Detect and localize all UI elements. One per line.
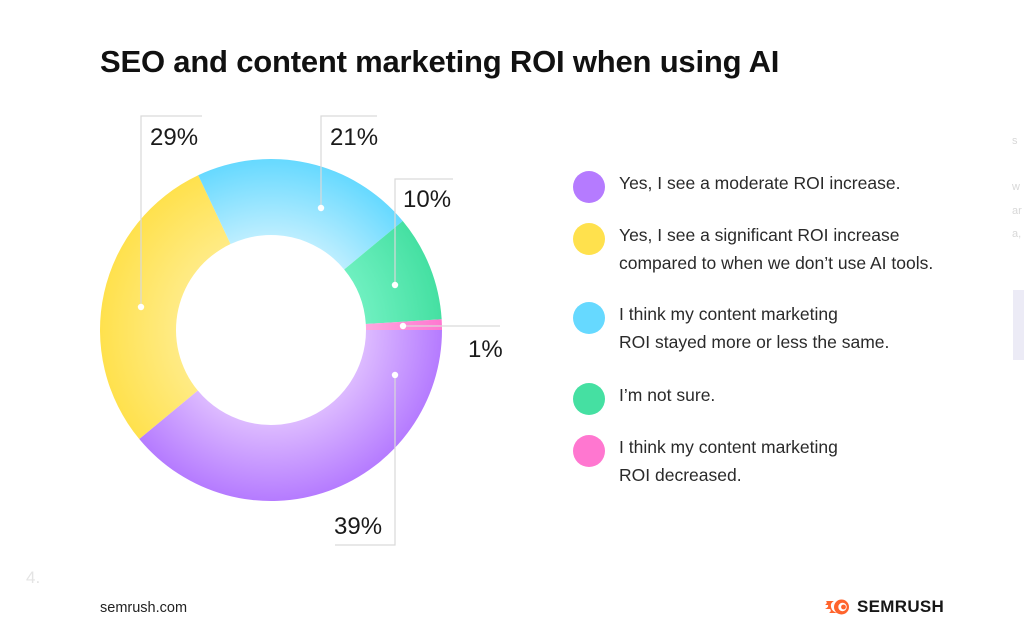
label-10-percent: 10% xyxy=(403,186,452,213)
leader-dots xyxy=(137,204,407,379)
semrush-logo: SEMRUSH xyxy=(825,597,944,617)
legend-dot-purple-icon xyxy=(573,171,605,203)
legend-item-decreased: I think my content marketing ROI decreas… xyxy=(573,435,838,489)
label-1-percent: 1% xyxy=(468,336,503,363)
donut-slices xyxy=(100,159,442,502)
label-21-percent: 21% xyxy=(330,124,379,151)
legend-dot-pink-icon xyxy=(573,435,605,467)
legend-item-significant-increase: Yes, I see a significant ROI increase co… xyxy=(573,223,933,277)
label-29-percent: 29% xyxy=(150,124,199,151)
legend-label: Yes, I see a significant ROI increase co… xyxy=(619,225,934,273)
legend-dot-green-icon xyxy=(573,383,605,415)
slice-not-sure xyxy=(344,221,442,325)
legend-label: I’m not sure. xyxy=(619,385,716,405)
slice-significant-increase xyxy=(100,175,231,439)
legend-dot-yellow-icon xyxy=(573,223,605,255)
semrush-fire-icon xyxy=(825,599,849,615)
legend-label: I think my content marketing ROI stayed … xyxy=(619,304,890,352)
background-panel xyxy=(1013,290,1024,360)
legend-label: I think my content marketing ROI decreas… xyxy=(619,437,838,485)
ghost-text: w xyxy=(1012,181,1020,193)
legend-item-stayed-same: I think my content marketing ROI stayed … xyxy=(573,302,889,356)
footer-website-link[interactable]: semrush.com xyxy=(100,600,188,616)
ghost-text: ar xyxy=(1012,205,1022,217)
legend-dot-blue-icon xyxy=(573,302,605,334)
ghost-text: a, xyxy=(1012,228,1022,240)
legend-item-not-sure: I’m not sure. xyxy=(573,383,715,415)
label-39-percent: 39% xyxy=(334,513,383,540)
slice-stayed-same xyxy=(198,159,403,270)
legend-label: Yes, I see a moderate ROI increase. xyxy=(619,173,901,193)
chart-title: SEO and content marketing ROI when using… xyxy=(100,44,780,79)
brand-name: SEMRUSH xyxy=(857,597,945,616)
legend-item-moderate-increase: Yes, I see a moderate ROI increase. xyxy=(573,171,900,203)
ghost-text: s xyxy=(1012,135,1018,147)
leader-lines xyxy=(140,115,500,546)
page-number: 4. xyxy=(26,568,41,587)
slice-moderate-increase xyxy=(139,330,442,502)
